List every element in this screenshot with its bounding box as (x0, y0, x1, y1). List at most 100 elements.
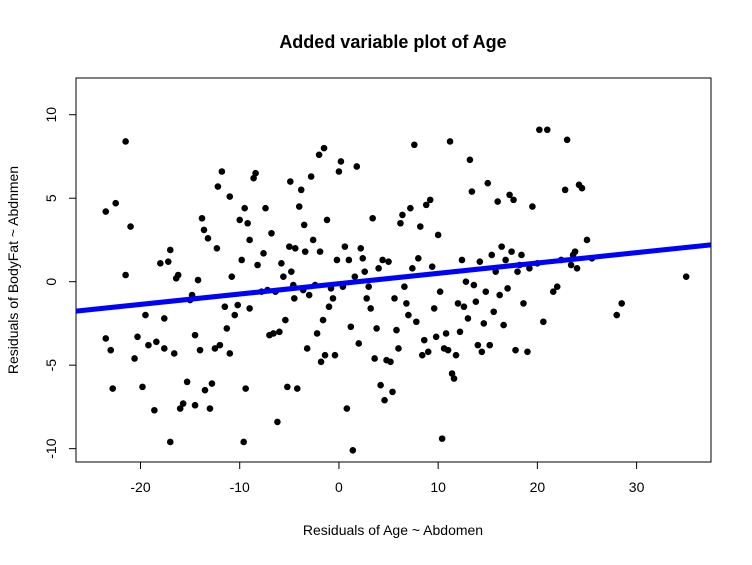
scatter-points (102, 126, 690, 454)
data-point (218, 168, 226, 175)
data-point (282, 316, 289, 324)
data-point (460, 303, 468, 311)
y-tick-label: 5 (43, 194, 59, 202)
data-point (385, 258, 392, 265)
data-point (424, 348, 432, 356)
x-tick-label: -10 (230, 479, 250, 495)
data-point (506, 191, 513, 199)
data-point (371, 355, 378, 362)
data-point (411, 141, 418, 149)
data-point (563, 136, 571, 144)
data-point (313, 330, 321, 337)
data-point (430, 305, 438, 312)
data-point (238, 256, 245, 264)
data-point (365, 283, 372, 290)
data-point (231, 311, 239, 319)
data-point (464, 315, 472, 322)
data-point (246, 236, 253, 244)
data-point (341, 243, 349, 250)
data-point (536, 126, 543, 134)
data-point (262, 204, 269, 212)
data-point (316, 248, 324, 255)
data-point (343, 405, 351, 412)
data-point (373, 325, 380, 332)
data-point (377, 381, 384, 389)
y-axis-label: Residuals of BodyFat ~ Abdnmen (5, 166, 21, 374)
data-point (234, 301, 242, 309)
data-point (157, 260, 164, 267)
data-point (131, 355, 138, 362)
y-tick-label: -5 (43, 359, 59, 372)
data-point (456, 328, 464, 336)
data-point (244, 219, 251, 227)
data-point (401, 283, 408, 290)
data-point (278, 260, 285, 267)
data-point (139, 383, 146, 391)
data-point (284, 383, 291, 391)
data-point (226, 193, 234, 200)
data-point (345, 256, 353, 264)
data-point (446, 138, 454, 145)
data-point (578, 184, 586, 192)
data-point (270, 330, 277, 337)
data-point (291, 244, 299, 252)
data-point (274, 418, 281, 426)
data-point (397, 219, 404, 227)
data-point (438, 435, 446, 442)
data-point (357, 244, 365, 252)
data-point (540, 318, 547, 326)
x-tick-label: -20 (130, 479, 150, 495)
data-point (145, 341, 152, 349)
data-point (325, 303, 333, 311)
data-point (450, 375, 458, 382)
data-point (496, 291, 503, 299)
data-point (391, 295, 398, 302)
y-tick-label: -10 (43, 438, 59, 458)
data-point (454, 300, 462, 307)
data-point (260, 250, 267, 257)
data-point (151, 406, 158, 414)
data-point (420, 336, 428, 344)
data-point (161, 345, 168, 352)
data-point (214, 183, 222, 190)
data-point (206, 405, 214, 412)
data-point (553, 283, 561, 290)
data-point (434, 231, 442, 239)
data-point (321, 351, 329, 359)
data-point (512, 346, 519, 354)
data-point (470, 281, 478, 289)
data-point (529, 203, 536, 210)
data-point (211, 345, 219, 352)
y-axis: -10 -5 0 5 10 (43, 107, 76, 459)
data-point (484, 179, 492, 187)
data-point (174, 271, 182, 279)
data-point (333, 256, 341, 264)
data-point (164, 258, 172, 265)
data-point (295, 203, 303, 210)
data-point (208, 380, 216, 387)
data-point (153, 338, 160, 346)
data-point (300, 221, 308, 229)
data-point (293, 385, 301, 392)
data-point (682, 273, 690, 280)
data-point (452, 351, 460, 359)
data-point (109, 385, 117, 392)
data-point (201, 386, 209, 394)
data-point (369, 214, 376, 222)
data-point (309, 236, 317, 244)
data-point (486, 341, 494, 349)
data-point (240, 438, 247, 446)
data-point (488, 251, 496, 259)
data-point (520, 300, 527, 307)
data-point (510, 196, 517, 204)
data-point (335, 168, 343, 175)
data-point (320, 144, 328, 152)
data-point (508, 248, 515, 255)
data-point (276, 328, 283, 336)
data-point (407, 204, 414, 212)
data-point (107, 346, 115, 354)
data-point (482, 288, 490, 296)
regression-line (76, 242, 711, 314)
data-point (415, 255, 422, 262)
